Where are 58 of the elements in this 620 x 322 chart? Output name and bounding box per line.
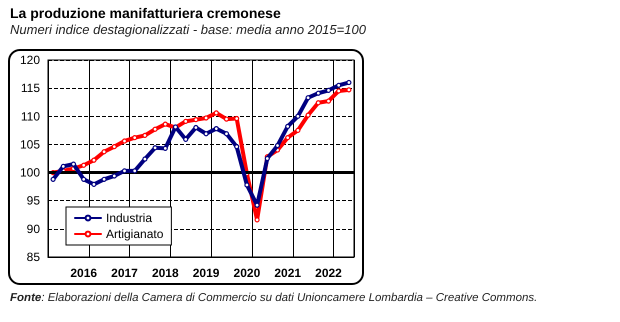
x-tick-label: 2016 xyxy=(70,266,98,280)
x-tick-label: 2019 xyxy=(192,266,220,280)
source-note: Fonte: Elaborazioni della Camera di Commercio su dati Unioncamere Lombardia – Creative Commons. xyxy=(10,292,538,304)
point xyxy=(91,158,96,163)
point xyxy=(152,126,158,132)
point xyxy=(316,90,321,96)
point xyxy=(224,131,230,136)
point xyxy=(162,122,168,127)
point xyxy=(214,126,219,132)
point xyxy=(204,131,209,136)
point xyxy=(193,117,198,122)
y-tick-label: 85 xyxy=(26,250,40,264)
x-tick-label: 2018 xyxy=(152,266,179,280)
x-tick-label: 2021 xyxy=(274,266,302,280)
x-tick-label: 2022 xyxy=(315,266,342,280)
point xyxy=(234,144,240,150)
point xyxy=(142,156,148,162)
point xyxy=(346,87,352,92)
point xyxy=(122,138,128,144)
point xyxy=(132,135,138,140)
point xyxy=(336,88,342,94)
y-tick-label: 120 xyxy=(20,53,40,67)
y-tick-label: 90 xyxy=(26,222,40,236)
y-tick-label: 110 xyxy=(20,109,40,124)
point xyxy=(102,176,107,182)
y-tick-label: 115 xyxy=(20,81,40,96)
point xyxy=(142,132,148,138)
point xyxy=(295,128,300,133)
point xyxy=(81,162,86,168)
chart-title: La produzione manifatturiera cremonese xyxy=(10,5,281,21)
point xyxy=(102,149,107,154)
point xyxy=(50,176,56,182)
point xyxy=(285,124,290,130)
x-tick-label: 2020 xyxy=(234,266,261,280)
point xyxy=(274,142,280,148)
point xyxy=(234,116,240,122)
point xyxy=(316,100,321,106)
chart-subtitle: Numeri indice destagionalizzati - base: media anno 2015=100 xyxy=(10,22,366,37)
point xyxy=(60,164,66,169)
point xyxy=(336,82,342,88)
point xyxy=(306,95,311,100)
x-tick-label: 2017 xyxy=(111,266,138,280)
point xyxy=(204,115,209,121)
point xyxy=(244,182,250,188)
y-tick-label: 105 xyxy=(20,137,40,152)
point xyxy=(112,144,117,150)
legend-label: Artigianato xyxy=(106,227,164,241)
point xyxy=(285,135,290,140)
point xyxy=(346,80,352,86)
point xyxy=(295,114,300,119)
legend-label: Industria xyxy=(106,211,152,225)
point xyxy=(193,124,198,130)
point xyxy=(306,112,311,118)
point xyxy=(81,176,86,182)
point xyxy=(112,173,117,179)
y-tick-label: 100 xyxy=(20,166,40,180)
point xyxy=(91,182,96,187)
y-tick-label: 95 xyxy=(26,194,40,208)
